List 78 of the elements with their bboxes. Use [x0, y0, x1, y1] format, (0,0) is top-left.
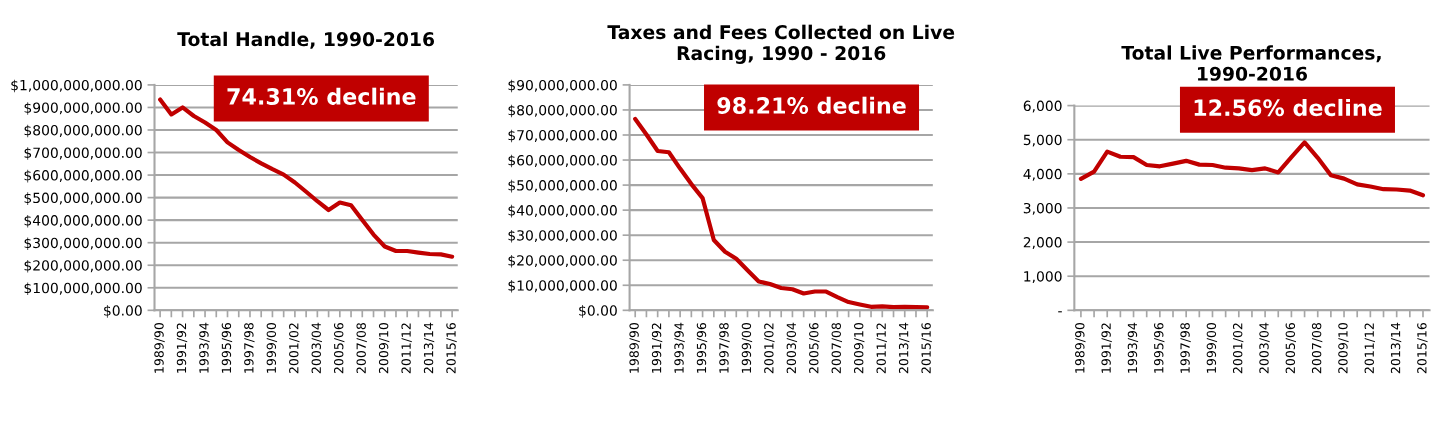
x-tick-label: 2011/12 [401, 323, 412, 374]
x-tick-label: 1999/00 [741, 322, 753, 373]
y-tick-label: $100,000,000.00 [24, 282, 142, 296]
y-tick-label: $0.00 [104, 305, 142, 318]
x-tick-label: 2003/04 [1259, 322, 1270, 374]
x-tick-label: 2013/14 [898, 322, 910, 374]
x-tick-label: 2015/16 [921, 322, 932, 374]
x-tick-label: 2013/14 [423, 322, 435, 374]
x-tick-label: 1993/94 [674, 322, 685, 373]
x-tick-label: 1989/90 [629, 322, 640, 373]
line-series [633, 116, 930, 310]
y-tick-label: $70,000,000.00 [508, 129, 617, 143]
y-tick-label: $50,000,000.00 [508, 179, 617, 193]
y-tick-label: $30,000,000.00 [508, 229, 617, 243]
x-tick-label: 1989/90 [154, 322, 165, 373]
x-tick-label: 1993/94 [199, 322, 210, 373]
y-tick-label: $40,000,000.00 [508, 204, 617, 218]
x-tick-label: 1991/92 [176, 323, 188, 373]
y-tick-label: - [1058, 311, 1062, 313]
x-tick-label: 1997/98 [1180, 322, 1191, 373]
x-tick-label: 2007/08 [831, 322, 842, 374]
y-tick-label: $800,000,000.00 [24, 124, 142, 138]
y-tick-label: 6,000 [1023, 100, 1062, 113]
y-tick-label: $20,000,000.00 [508, 254, 617, 268]
x-tick-label: 2009/10 [378, 322, 390, 374]
y-tick-label: $10,000,000.00 [508, 280, 617, 293]
x-tick-label: 1991/92 [1101, 323, 1112, 373]
x-tick-label: 2011/12 [876, 323, 887, 374]
y-tick-label: $400,000,000.00 [24, 214, 142, 228]
annotation: 12.56% decline [1194, 98, 1382, 117]
x-tick-label: 2007/08 [356, 322, 367, 374]
x-tick-label: 2001/02 [764, 323, 775, 374]
y-tick-label: $300,000,000.00 [24, 237, 142, 251]
y-tick-label: $600,000,000.00 [24, 169, 142, 183]
y-tick-label: $1,000,000,000.00 [11, 79, 142, 93]
x-tick-label: 2005/06 [333, 322, 345, 374]
y-tick-label: $700,000,000.00 [24, 147, 142, 160]
chart-title: Total Live Performances, 1990-2016 [1121, 45, 1381, 81]
x-tick-label: 2003/04 [311, 322, 322, 374]
chart-title: Total Handle, 1990-2016 [177, 31, 435, 49]
y-tick-label: $90,000,000.00 [508, 79, 617, 93]
x-tick-label: 1997/98 [244, 322, 255, 373]
y-tick-label: 2,000 [1023, 237, 1062, 249]
y-tick-label: $500,000,000.00 [24, 192, 142, 205]
x-tick-label: 1995/96 [696, 322, 708, 373]
x-tick-label: 2001/02 [289, 323, 300, 374]
x-tick-label: 2009/10 [1338, 322, 1349, 374]
chart-title: Taxes and Fees Collected on Live Racing, 1990 - 2016 [607, 24, 955, 64]
x-tick-label: 1995/96 [221, 322, 233, 373]
y-tick-label: $200,000,000.00 [24, 259, 142, 273]
x-tick-label: 2015/16 [1417, 322, 1428, 374]
y-tick-label: 4,000 [1023, 168, 1062, 181]
x-tick-label: 2001/02 [1232, 323, 1244, 374]
y-tick-label: 5,000 [1023, 134, 1062, 147]
y-tick-label: $900,000,000.00 [24, 102, 142, 115]
y-tick-label: 1,000 [1024, 271, 1062, 284]
x-tick-label: 2005/06 [1285, 322, 1297, 374]
x-tick-label: 1995/96 [1154, 322, 1165, 373]
x-tick-label: 1993/94 [1127, 322, 1139, 373]
line-series [1078, 140, 1426, 198]
x-tick-label: 2005/06 [809, 322, 820, 374]
x-tick-label: 1989/90 [1075, 322, 1086, 373]
x-tick-label: 2009/10 [853, 322, 865, 374]
x-tick-label: 1991/92 [651, 323, 663, 373]
x-tick-label: 2013/14 [1390, 322, 1402, 374]
x-tick-label: 2015/16 [446, 322, 457, 374]
y-tick-label: $0.00 [579, 305, 617, 318]
x-tick-label: 2003/04 [786, 322, 798, 374]
x-tick-label: 2011/12 [1364, 323, 1375, 374]
y-tick-label: 3,000 [1023, 202, 1062, 215]
annotation: 98.21% decline [717, 96, 906, 114]
y-tick-label: $80,000,000.00 [508, 104, 617, 118]
x-tick-label: 1999/00 [266, 322, 278, 373]
y-tick-label: $60,000,000.00 [508, 154, 617, 168]
annotation: 74.31% decline [227, 87, 416, 105]
x-tick-label: 1999/00 [1206, 322, 1218, 373]
x-tick-label: 1997/98 [719, 322, 730, 373]
x-tick-label: 2007/08 [1311, 322, 1323, 374]
